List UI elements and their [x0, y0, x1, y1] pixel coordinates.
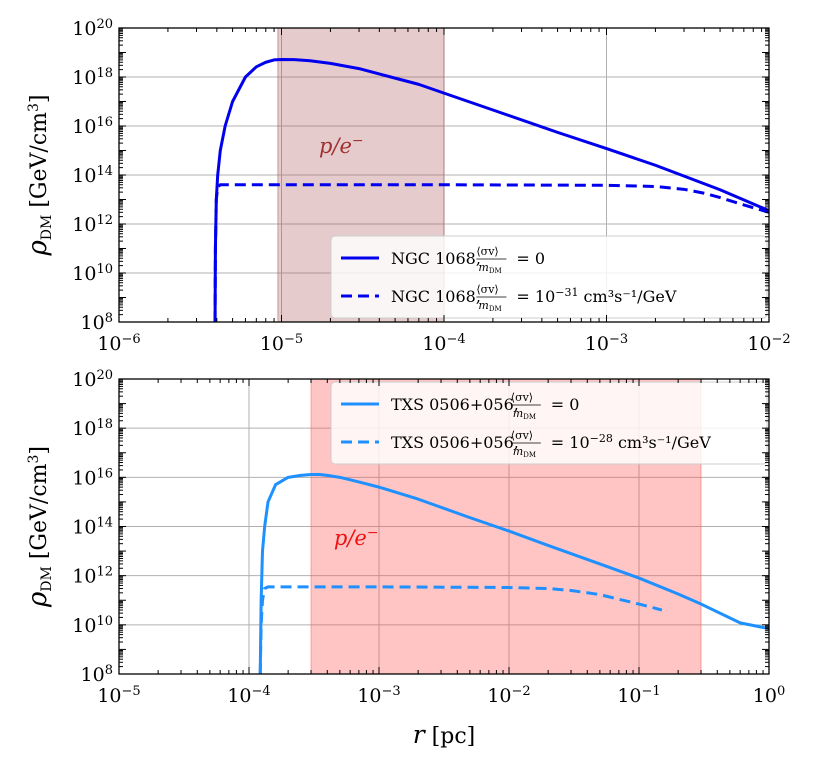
- legend-eq: = 0: [551, 395, 580, 414]
- legend-fraction-num: ⟨σv⟩: [476, 283, 498, 296]
- y-tick-label: 1020: [72, 17, 113, 41]
- legend-eq: = 10−28 cm³s⁻¹/GeV: [551, 432, 711, 453]
- x-tick-label: 10−4: [422, 332, 465, 356]
- y-tick-label: 1020: [72, 368, 113, 392]
- y-axis-label: ρDM [GeV/cm3]: [23, 94, 55, 256]
- x-tick-label: 10−6: [97, 332, 140, 356]
- x-tick-label: 10−1: [617, 684, 660, 708]
- y-tick-label: 1018: [72, 66, 113, 90]
- x-axis-label: r [pc]: [413, 720, 476, 749]
- y-axis-label: ρDM [GeV/cm3]: [23, 446, 55, 608]
- band-label: p/e−: [319, 133, 364, 158]
- band-label: p/e−: [334, 525, 379, 550]
- x-tick-label: 10−4: [227, 684, 270, 708]
- series-line-2: [258, 585, 663, 674]
- legend-fraction-num: ⟨σv⟩: [511, 429, 533, 442]
- x-tick-label: 10−3: [357, 684, 400, 708]
- legend-eq: = 0: [516, 249, 545, 268]
- legend-fraction-den: mDM: [478, 261, 501, 275]
- legend-label: TXS 0506+056,: [391, 433, 519, 452]
- legend-fraction-den: mDM: [513, 445, 536, 459]
- x-tick-label: 100: [753, 684, 785, 708]
- legend-label: TXS 0506+056,: [391, 395, 519, 414]
- x-tick-label: 10−5: [97, 684, 140, 708]
- legend-label: NGC 1068,: [391, 287, 481, 306]
- y-tick-label: 108: [81, 311, 113, 335]
- ticks: [118, 378, 770, 675]
- series-line-1: [258, 473, 769, 674]
- series-line-2: [213, 183, 769, 322]
- y-tick-label: 108: [81, 663, 113, 687]
- x-tick-label: 10−2: [747, 332, 790, 356]
- y-tick-label: 1010: [72, 613, 113, 637]
- y-tick-label: 1010: [72, 262, 113, 286]
- ticks: [118, 27, 770, 323]
- x-tick-label: 10−2: [487, 684, 530, 708]
- x-tick-label: 10−3: [585, 332, 628, 356]
- legend-fraction-num: ⟨σv⟩: [476, 245, 498, 258]
- y-tick-label: 1016: [72, 115, 113, 139]
- legend-fraction-den: mDM: [478, 299, 501, 313]
- x-tick-label: 10−5: [260, 332, 303, 356]
- legend-eq: = 10−31 cm³s⁻¹/GeV: [516, 286, 676, 307]
- series-line-1: [213, 57, 769, 322]
- y-tick-label: 1014: [72, 515, 113, 539]
- y-tick-label: 1018: [72, 417, 113, 441]
- legend-label: NGC 1068,: [391, 249, 481, 268]
- legend-fraction-den: mDM: [513, 407, 536, 421]
- y-tick-label: 1016: [72, 466, 113, 490]
- y-tick-label: 1014: [72, 164, 113, 188]
- legend-box: [330, 381, 768, 465]
- y-tick-label: 1012: [72, 213, 113, 237]
- y-tick-label: 1012: [72, 564, 113, 588]
- legend-fraction-num: ⟨σv⟩: [511, 391, 533, 404]
